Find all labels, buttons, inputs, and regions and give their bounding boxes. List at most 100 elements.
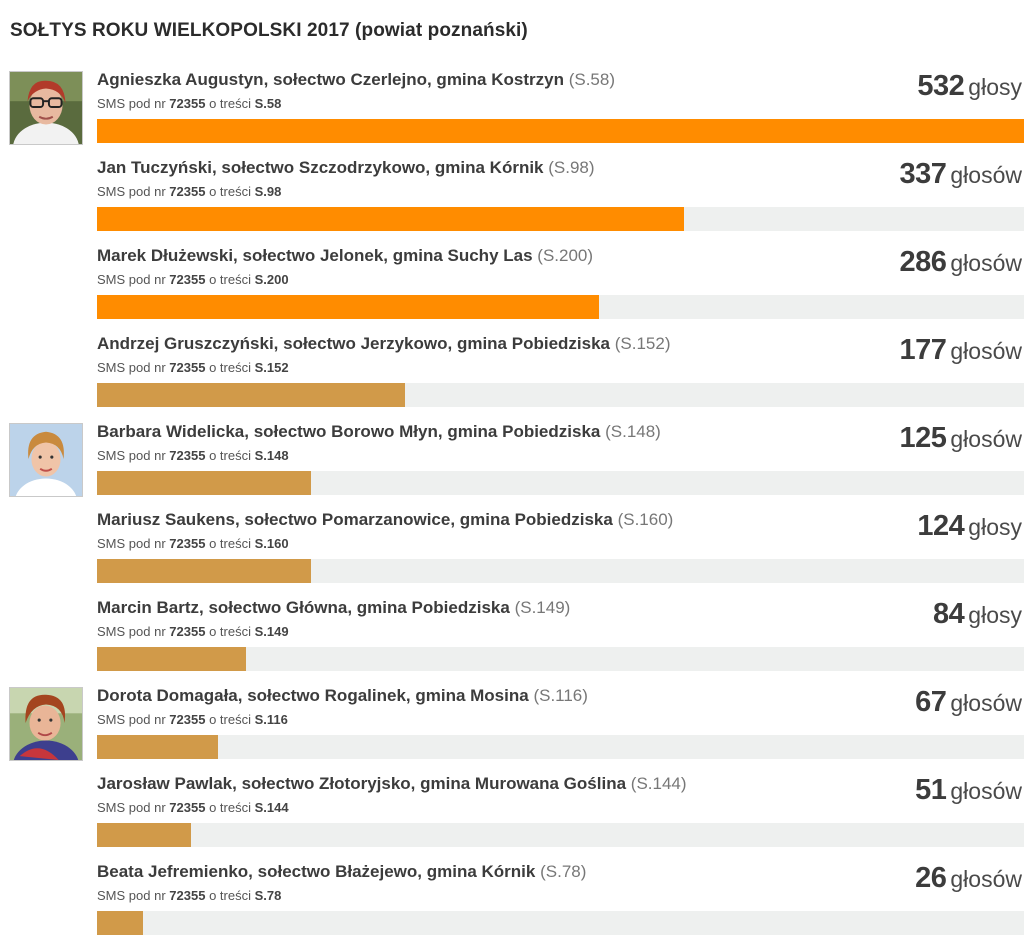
sms-instruction: SMS pod nr 72355 o treści S.144 [97, 800, 289, 815]
vote-bar-fill [97, 119, 1024, 143]
candidate-row: Agnieszka Augustyn, sołectwo Czerlejno, … [0, 60, 1024, 148]
vote-bar-track [97, 207, 1024, 231]
candidate-name-line: Marcin Bartz, sołectwo Główna, gmina Pob… [97, 598, 570, 618]
vote-bar-track [97, 559, 1024, 583]
sms-code: S.58 [254, 96, 282, 111]
vote-word: głosów [950, 778, 1022, 804]
candidate-row: Andrzej Gruszczyński, sołectwo Jerzykowo… [0, 324, 1024, 412]
candidate-name-line: Mariusz Saukens, sołectwo Pomarzanowice,… [97, 510, 673, 530]
vote-count: 177 głosów [900, 334, 1023, 367]
vote-bar-fill [97, 735, 218, 759]
candidate-code: (S.78) [540, 862, 587, 881]
sms-prefix: SMS pod nr [97, 536, 166, 551]
vote-word: głosy [968, 74, 1022, 100]
vote-number: 337 [899, 158, 947, 190]
candidate-code: (S.160) [617, 510, 674, 529]
sms-code: S.148 [254, 448, 289, 463]
vote-count: 26 głosów [915, 862, 1022, 895]
vote-bar-track [97, 647, 1024, 671]
vote-word: głosów [950, 866, 1022, 892]
vote-bar-fill [97, 647, 246, 671]
candidate-name: Mariusz Saukens, sołectwo Pomarzanowice,… [97, 510, 613, 529]
vote-bar-fill [97, 383, 405, 407]
vote-count: 337 głosów [900, 158, 1023, 191]
sms-prefix: SMS pod nr [97, 96, 166, 111]
vote-bar-fill [97, 823, 191, 847]
sms-number: 72355 [169, 712, 206, 727]
candidate-code: (S.144) [630, 774, 687, 793]
vote-word: głosy [968, 602, 1022, 628]
sms-instruction: SMS pod nr 72355 o treści S.160 [97, 536, 289, 551]
vote-count: 51 głosów [915, 774, 1022, 807]
sms-prefix: SMS pod nr [97, 800, 166, 815]
sms-instruction: SMS pod nr 72355 o treści S.152 [97, 360, 289, 375]
sms-code: S.200 [254, 272, 289, 287]
sms-prefix: SMS pod nr [97, 272, 166, 287]
candidate-name: Barbara Widelicka, sołectwo Borowo Młyn,… [97, 422, 601, 441]
candidate-code: (S.58) [568, 70, 615, 89]
vote-word: głosów [950, 250, 1022, 276]
vote-count: 124 głosy [917, 510, 1022, 543]
sms-prefix: SMS pod nr [97, 360, 166, 375]
candidate-row: Marcin Bartz, sołectwo Główna, gmina Pob… [0, 588, 1024, 676]
vote-number: 286 [899, 246, 947, 278]
candidate-name: Marcin Bartz, sołectwo Główna, gmina Pob… [97, 598, 510, 617]
candidate-name-line: Marek Dłużewski, sołectwo Jelonek, gmina… [97, 246, 593, 266]
candidate-code: (S.116) [533, 686, 588, 705]
vote-count: 67 głosów [915, 686, 1022, 719]
sms-code: S.116 [254, 712, 288, 727]
vote-bar-track [97, 823, 1024, 847]
candidate-name-line: Agnieszka Augustyn, sołectwo Czerlejno, … [97, 70, 615, 90]
vote-bar-track [97, 119, 1024, 143]
sms-middle: o treści [209, 184, 251, 199]
vote-bar-track [97, 735, 1024, 759]
candidate-row: Jan Tuczyński, sołectwo Szczodrzykowo, g… [0, 148, 1024, 236]
candidate-code: (S.148) [605, 422, 661, 441]
sms-middle: o treści [209, 448, 251, 463]
vote-bar-fill [97, 471, 311, 495]
sms-middle: o treści [209, 536, 251, 551]
sms-prefix: SMS pod nr [97, 712, 166, 727]
candidate-code: (S.152) [614, 334, 671, 353]
vote-word: głosy [968, 514, 1022, 540]
candidate-name-line: Beata Jefremienko, sołectwo Błażejewo, g… [97, 862, 586, 882]
vote-number: 51 [915, 774, 947, 806]
candidate-name-line: Dorota Domagała, sołectwo Rogalinek, gmi… [97, 686, 588, 706]
sms-instruction: SMS pod nr 72355 o treści S.58 [97, 96, 281, 111]
vote-bar-fill [97, 559, 311, 583]
vote-word: głosów [950, 426, 1022, 452]
sms-instruction: SMS pod nr 72355 o treści S.200 [97, 272, 289, 287]
candidate-photo [9, 71, 83, 145]
vote-bar-track [97, 295, 1024, 319]
sms-prefix: SMS pod nr [97, 624, 166, 639]
candidate-name: Marek Dłużewski, sołectwo Jelonek, gmina… [97, 246, 533, 265]
candidate-code: (S.98) [548, 158, 595, 177]
sms-middle: o treści [209, 624, 251, 639]
page-title: SOŁTYS ROKU WIELKOPOLSKI 2017 (powiat po… [10, 20, 528, 41]
candidate-row: Dorota Domagała, sołectwo Rogalinek, gmi… [0, 676, 1024, 764]
vote-number: 26 [915, 862, 947, 894]
candidate-name: Jan Tuczyński, sołectwo Szczodrzykowo, g… [97, 158, 544, 177]
vote-word: głosów [950, 690, 1022, 716]
candidate-photo [9, 423, 83, 497]
sms-code: S.160 [254, 536, 289, 551]
sms-number: 72355 [169, 96, 206, 111]
candidate-code: (S.200) [537, 246, 594, 265]
sms-middle: o treści [209, 272, 251, 287]
candidate-name: Agnieszka Augustyn, sołectwo Czerlejno, … [97, 70, 564, 89]
vote-word: głosów [950, 338, 1022, 364]
vote-number: 532 [917, 70, 965, 102]
sms-number: 72355 [169, 360, 206, 375]
sms-middle: o treści [209, 800, 251, 815]
candidate-row: Mariusz Saukens, sołectwo Pomarzanowice,… [0, 500, 1024, 588]
candidate-photo [9, 687, 83, 761]
sms-middle: o treści [209, 96, 251, 111]
candidate-row: Marek Dłużewski, sołectwo Jelonek, gmina… [0, 236, 1024, 324]
candidate-name: Dorota Domagała, sołectwo Rogalinek, gmi… [97, 686, 529, 705]
candidate-name-line: Jan Tuczyński, sołectwo Szczodrzykowo, g… [97, 158, 595, 178]
candidate-code: (S.149) [514, 598, 571, 617]
candidate-name-line: Barbara Widelicka, sołectwo Borowo Młyn,… [97, 422, 661, 442]
vote-bar-track [97, 471, 1024, 495]
sms-code: S.98 [254, 184, 282, 199]
vote-bar-fill [97, 207, 684, 231]
